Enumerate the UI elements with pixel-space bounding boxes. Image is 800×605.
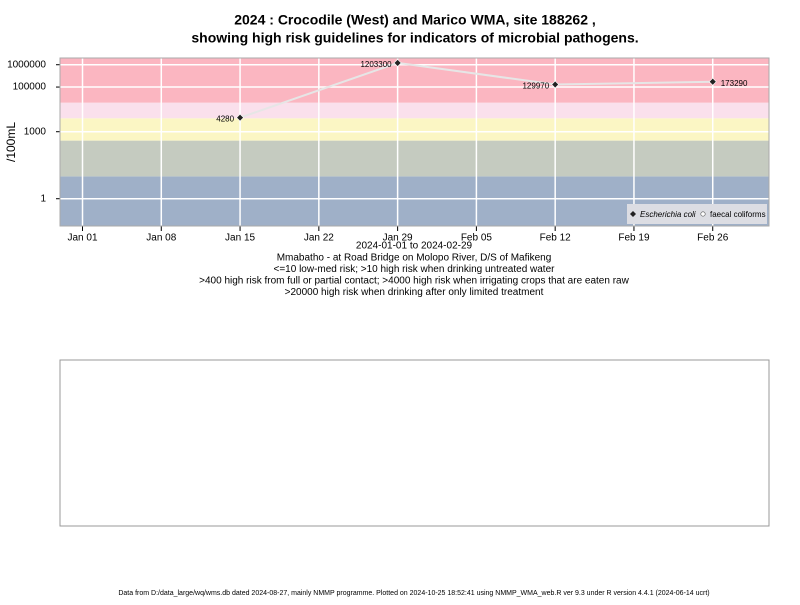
- data-point: [708, 77, 717, 86]
- legend-label: Escherichia coli: [640, 210, 696, 219]
- data-point: [236, 113, 244, 122]
- plot-frame: [59, 57, 770, 227]
- data-point: [393, 59, 402, 67]
- x-axis-label: 2024-01-01 to 2024-02-29: [356, 241, 473, 252]
- footer: Data from D:/data_large/wq/wms.db dated …: [118, 590, 709, 597]
- legend-marker: [630, 211, 636, 217]
- risk-band: [60, 102, 769, 119]
- note: <=10 low-med risk; >10 high risk when dr…: [274, 264, 556, 275]
- data-label: 4280: [216, 115, 234, 124]
- note: Mmabatho - at Road Bridge on Molopo Rive…: [277, 253, 552, 264]
- data-point: [551, 80, 560, 89]
- legend-label: faecal coliforms: [710, 210, 766, 219]
- x-tick-label: Feb 12: [540, 233, 572, 244]
- note: >20000 high risk when drinking after onl…: [285, 287, 544, 298]
- risk-band: [60, 118, 769, 141]
- x-tick-label: Jan 01: [67, 233, 97, 244]
- legend-marker: [700, 211, 706, 217]
- y-tick-label: 1: [40, 193, 46, 204]
- x-tick-label: Feb 26: [697, 233, 729, 244]
- note: >400 high risk from full or partial cont…: [199, 276, 629, 287]
- chart-subtitle: showing high risk guidelines for indicat…: [191, 30, 638, 46]
- data-label: 173290: [721, 79, 748, 88]
- chart-title: 2024 : Crocodile (West) and Marico WMA, …: [234, 12, 596, 28]
- x-tick-label: Jan 29: [383, 233, 413, 244]
- y-tick-label: 1000: [24, 126, 47, 137]
- data-label: 1203300: [360, 60, 392, 69]
- x-tick-label: Feb 05: [461, 233, 493, 244]
- y-tick-label: 100000: [13, 82, 47, 93]
- legend-box: [627, 204, 767, 224]
- empty-panel: [59, 359, 770, 527]
- data-label: 129970: [522, 82, 549, 91]
- y-axis-label: /100mL: [4, 122, 18, 162]
- series-line: [239, 61, 713, 119]
- risk-band: [60, 140, 769, 177]
- y-tick-label: 1000000: [7, 59, 46, 70]
- x-tick-label: Jan 08: [146, 233, 176, 244]
- x-tick-label: Jan 22: [304, 233, 334, 244]
- x-tick-label: Jan 15: [225, 233, 255, 244]
- x-tick-label: Feb 19: [618, 233, 650, 244]
